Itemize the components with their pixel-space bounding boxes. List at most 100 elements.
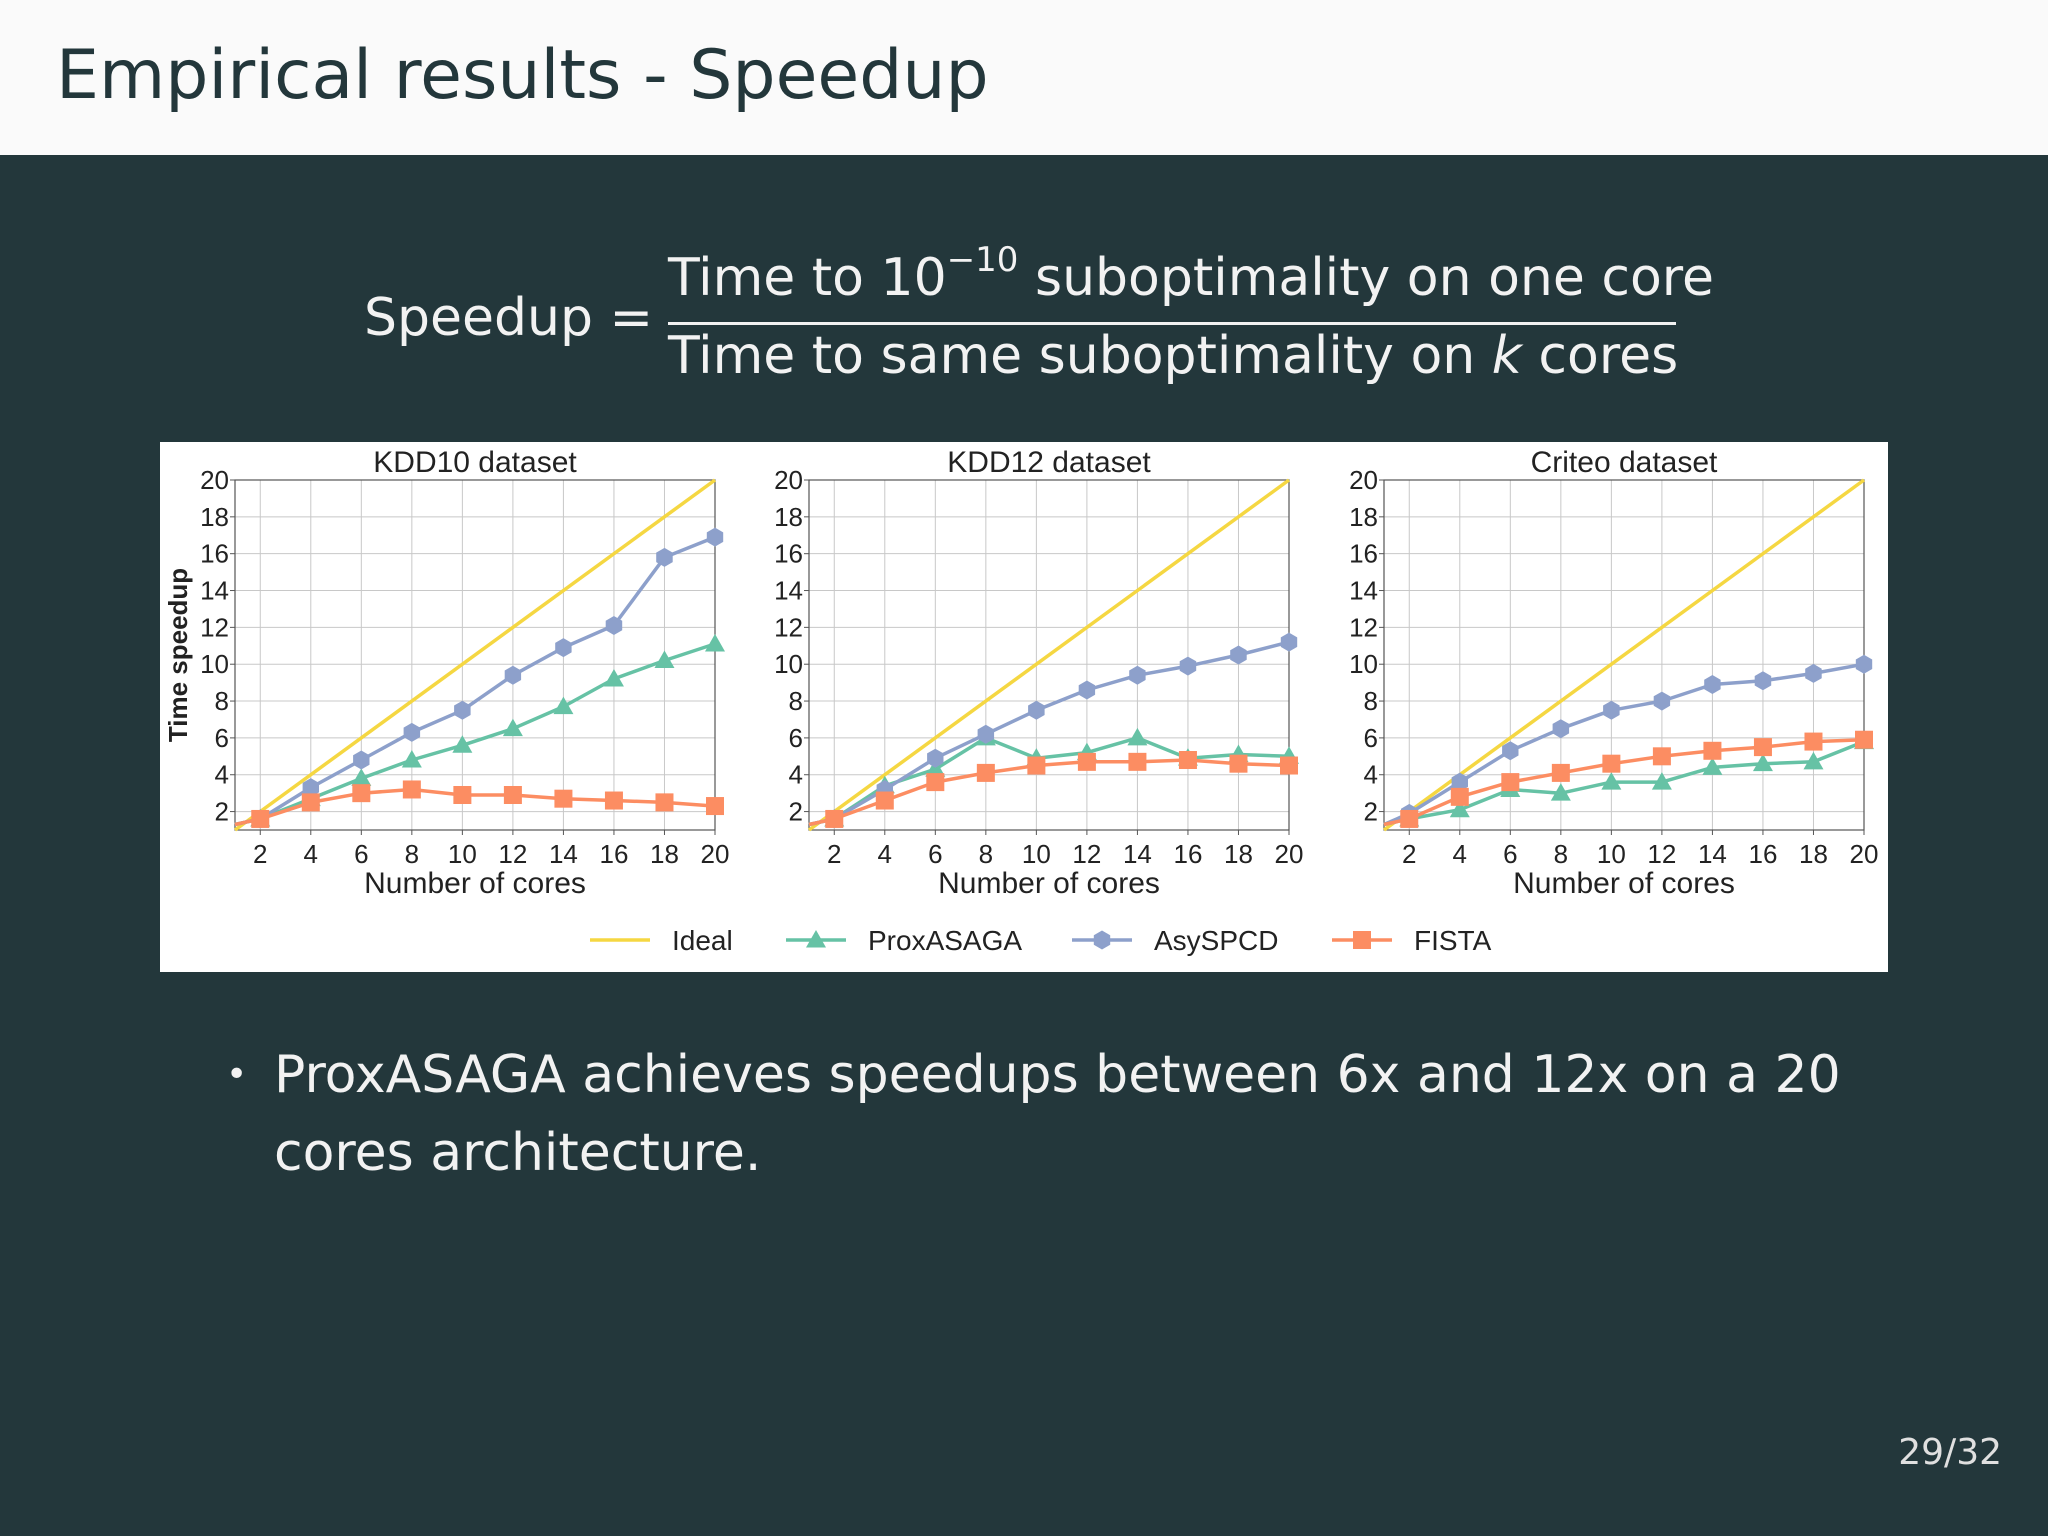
y-tick-label: 2 — [215, 797, 229, 827]
x-tick-label: 10 — [1597, 839, 1626, 869]
data-point-fista — [1400, 809, 1419, 828]
x-tick-label: 10 — [448, 839, 477, 869]
y-tick-label: 10 — [774, 649, 803, 679]
data-point-fista — [301, 793, 320, 812]
y-tick-label: 2 — [789, 797, 803, 827]
x-tick-label: 20 — [701, 839, 730, 869]
series-line-ideal — [807, 478, 1291, 832]
data-point-proxasaga — [452, 735, 473, 753]
y-tick-label: 20 — [774, 465, 803, 495]
data-point-asyspcd — [302, 778, 319, 798]
y-tick-label: 4 — [215, 760, 229, 790]
x-tick-label: 2 — [253, 839, 267, 869]
data-point-fista — [655, 793, 674, 812]
y-tick-label: 8 — [789, 686, 803, 716]
speedup-formula: Speedup = Time to 10−10 suboptimality on… — [0, 240, 2048, 400]
y-tick-label: 8 — [215, 686, 229, 716]
data-point-fista — [1753, 738, 1772, 757]
x-tick-label: 4 — [1453, 839, 1467, 869]
y-axis-label: Time speedup — [163, 568, 193, 742]
x-tick-label: 18 — [650, 839, 679, 869]
denominator-post: cores — [1521, 326, 1679, 386]
data-point-proxasaga — [654, 650, 675, 669]
x-tick-label: 4 — [304, 839, 318, 869]
data-point-fista — [1128, 752, 1147, 771]
numerator-pre: Time to 10 — [668, 248, 947, 308]
legend-label-ideal: Ideal — [672, 925, 733, 956]
legend-label-fista: FISTA — [1414, 925, 1492, 956]
data-point-asyspcd — [353, 750, 370, 770]
data-point-asyspcd — [403, 722, 421, 742]
data-point-fista — [251, 809, 270, 828]
x-tick-label: 10 — [1022, 839, 1051, 869]
x-tick-label: 6 — [1503, 839, 1517, 869]
data-point-fista — [1450, 787, 1469, 806]
plot-frame — [808, 479, 1290, 831]
x-tick-label: 8 — [979, 839, 993, 869]
data-point-fista — [875, 791, 894, 810]
data-point-asyspcd — [1451, 772, 1468, 792]
data-point-fista — [1703, 741, 1722, 760]
x-tick-label: 12 — [1647, 839, 1676, 869]
data-point-asyspcd — [1129, 665, 1146, 685]
data-point-fista — [1804, 732, 1823, 751]
data-point-asyspcd — [1704, 675, 1721, 694]
data-point-fista — [402, 780, 421, 799]
y-tick-label: 18 — [200, 502, 229, 532]
y-tick-label: 6 — [1364, 723, 1378, 753]
data-point-asyspcd — [1179, 656, 1197, 676]
y-tick-label: 16 — [1349, 539, 1378, 569]
data-point-fista — [1027, 756, 1046, 775]
data-point-proxasaga — [1127, 727, 1148, 746]
data-point-fista — [1178, 751, 1197, 769]
y-tick-label: 10 — [1349, 649, 1378, 679]
data-point-proxasaga — [1550, 783, 1571, 801]
data-point-proxasaga — [1601, 772, 1622, 790]
x-tick-label: 18 — [1799, 839, 1828, 869]
page-number: 29/32 — [1898, 1432, 2002, 1473]
data-point-fista — [825, 809, 844, 828]
data-point-asyspcd — [1230, 645, 1247, 665]
data-point-asyspcd — [1653, 691, 1671, 711]
x-tick-label: 2 — [827, 839, 841, 869]
data-point-proxasaga — [1752, 753, 1773, 772]
y-tick-label: 20 — [1349, 465, 1378, 495]
y-tick-label: 14 — [774, 576, 803, 606]
x-tick-label: 6 — [928, 839, 942, 869]
y-tick-label: 14 — [200, 576, 229, 606]
x-tick-label: 14 — [1123, 839, 1152, 869]
charts-svg: 2 4 6 8 10 12 14 16 18 20 2 4 6 8 10 12 14 16 18 20 KDD10 da… — [163, 446, 1879, 956]
data-point-fista — [1077, 752, 1096, 771]
x-tick-label: 20 — [1850, 839, 1879, 869]
chart-title: KDD12 dataset — [947, 446, 1151, 479]
data-point-proxasaga — [925, 759, 946, 777]
y-tick-label: 6 — [215, 723, 229, 753]
data-point-proxasaga — [603, 668, 624, 687]
x-axis-label: Number of cores — [364, 867, 586, 900]
y-tick-label: 8 — [1364, 686, 1378, 716]
denominator-variable: k — [1491, 326, 1522, 386]
data-point-fista — [604, 791, 623, 810]
y-tick-label: 12 — [774, 612, 803, 642]
data-point-asyspcd — [605, 616, 623, 635]
data-point-proxasaga — [1651, 772, 1672, 790]
x-axis-label: Number of cores — [938, 867, 1160, 900]
x-tick-label: 14 — [549, 839, 578, 869]
data-point-asyspcd — [1855, 654, 1873, 674]
data-point-asyspcd — [927, 748, 944, 768]
data-point-proxasaga — [1449, 799, 1470, 818]
legend-marker-proxasaga — [806, 930, 826, 948]
formula-numerator: Time to 10−10 suboptimality on one core — [668, 240, 1714, 308]
y-tick-label: 16 — [200, 539, 229, 569]
data-point-asyspcd — [1754, 671, 1772, 691]
x-tick-label: 14 — [1698, 839, 1727, 869]
data-point-asyspcd — [1280, 632, 1298, 652]
legend-label-proxasaga: ProxASAGA — [868, 925, 1022, 956]
data-point-asyspcd — [977, 724, 995, 744]
numerator-exponent: −10 — [946, 240, 1019, 280]
y-tick-label: 12 — [200, 612, 229, 642]
formula-lhs: Speedup = — [364, 288, 654, 348]
data-point-asyspcd — [1603, 700, 1620, 720]
x-tick-label: 12 — [1072, 839, 1101, 869]
data-point-proxasaga — [1702, 757, 1723, 775]
